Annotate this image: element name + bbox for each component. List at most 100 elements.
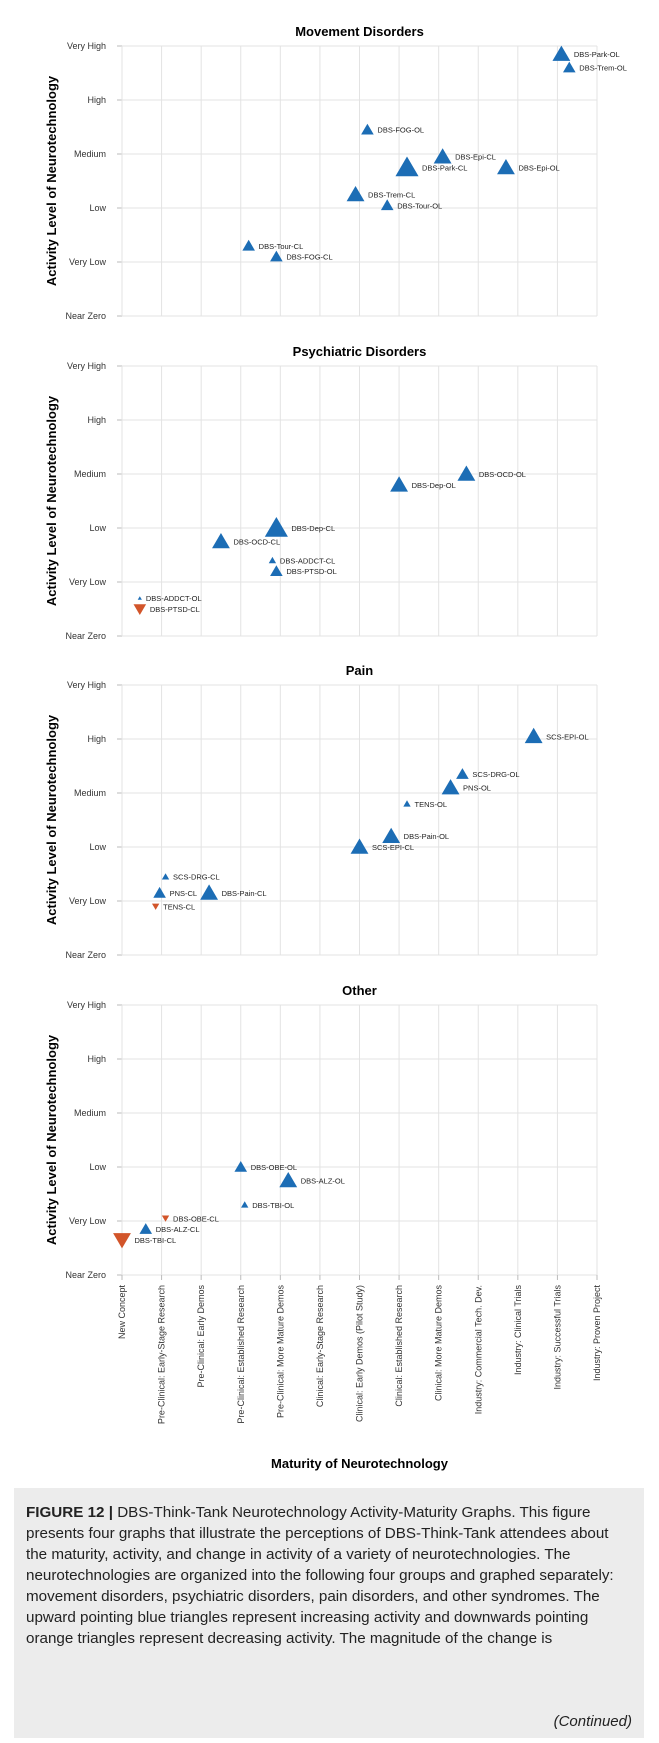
y-tick-label: Medium	[74, 1108, 106, 1118]
increase-triangle-marker	[264, 517, 288, 537]
increase-triangle-marker	[457, 465, 476, 481]
increase-triangle-marker	[268, 556, 277, 564]
increase-triangle-marker	[242, 239, 255, 251]
increase-triangle-marker	[161, 873, 170, 880]
panel-title: Movement Disorders	[295, 24, 424, 39]
chart-panel: Movement Disorders Near Zero Very Low Low Me…	[44, 24, 627, 321]
y-tick-label: Low	[89, 523, 106, 533]
x-tick-label: Pre-Clinical: More Mature Demos	[275, 1285, 285, 1419]
x-tick-label: New Concept	[117, 1285, 127, 1340]
x-tick-label: Industry: Successful Trials	[552, 1285, 562, 1390]
y-tick-label: Low	[89, 203, 106, 213]
x-tick-label: Clinical: Early-Stage Research	[315, 1285, 325, 1407]
increase-triangle-marker	[382, 827, 401, 843]
x-axis-label: Maturity of Neurotechnology	[271, 1456, 449, 1471]
increase-triangle-marker	[270, 565, 283, 576]
y-tick-label: High	[87, 95, 106, 105]
y-tick-label: Low	[89, 1162, 106, 1172]
increase-triangle-marker	[200, 884, 219, 900]
point-label: TENS-OL	[415, 800, 448, 809]
increase-triangle-marker	[361, 123, 374, 135]
decrease-triangle-marker	[151, 903, 160, 910]
y-tick-label: Medium	[74, 469, 106, 479]
point-label: DBS-OCD-CL	[233, 538, 280, 547]
point-label: DBS-Trem-OL	[579, 64, 627, 73]
point-label: DBS-OCD-OL	[479, 470, 526, 479]
increase-triangle-marker	[497, 159, 515, 175]
point-label: DBS-OBE-OL	[251, 1163, 297, 1172]
figure-caption: FIGURE 12 | DBS-Think-Tank Neurotechnolo…	[14, 1488, 644, 1738]
increase-triangle-marker	[350, 838, 369, 854]
caption-text: DBS-Think-Tank Neurotechnology Activity-…	[26, 1504, 614, 1647]
point-label: DBS-FOG-OL	[377, 126, 424, 135]
point-label: DBS-Dep-OL	[412, 481, 456, 490]
increase-triangle-marker	[395, 156, 419, 177]
increase-triangle-marker	[241, 1201, 249, 1208]
increase-triangle-marker	[441, 779, 460, 795]
y-axis-label: Activity Level of Neurotechnology	[44, 714, 59, 925]
x-tick-label: Pre-Clinical: Established Research	[236, 1285, 246, 1424]
point-label: SCS-DRG-OL	[472, 770, 519, 779]
point-label: DBS-Dep-CL	[291, 524, 335, 533]
increase-triangle-marker	[153, 886, 166, 898]
point-label: TENS-CL	[163, 902, 195, 911]
point-label: DBS-Park-OL	[574, 50, 620, 59]
increase-triangle-marker	[433, 148, 452, 164]
point-label: PNS-OL	[463, 784, 491, 793]
point-label: DBS-Trem-CL	[368, 191, 415, 200]
panel-title: Other	[342, 983, 377, 998]
x-tick-label: Pre-Clinical: Early-Stage Research	[157, 1285, 167, 1424]
increase-triangle-marker	[234, 1161, 248, 1172]
y-tick-label: Medium	[74, 149, 106, 159]
increase-triangle-marker	[524, 727, 543, 744]
y-tick-label: Very High	[67, 1000, 106, 1010]
y-tick-label: High	[87, 1054, 106, 1064]
y-tick-label: Near Zero	[65, 311, 106, 321]
y-tick-label: Very High	[67, 361, 106, 371]
chart-panel: Psychiatric Disorders Near Zero Very Low Lo…	[44, 344, 598, 641]
y-tick-label: Very Low	[69, 1216, 107, 1226]
point-label: DBS-TBI-OL	[252, 1201, 294, 1210]
x-tick-label: Clinical: Early Demos (Pilot Study)	[355, 1285, 365, 1422]
point-label: DBS-ADDCT-CL	[280, 556, 335, 565]
point-label: DBS-Epi-OL	[518, 164, 559, 173]
point-label: DBS-Epi-CL	[455, 153, 496, 162]
point-label: DBS-FOG-CL	[286, 253, 332, 262]
y-tick-label: Very Low	[69, 257, 107, 267]
x-tick-label: Industry: Clinical Trials	[513, 1285, 523, 1376]
y-tick-label: Medium	[74, 788, 106, 798]
x-tick-label: Clinical: Established Research	[394, 1285, 404, 1407]
increase-triangle-marker	[562, 61, 576, 73]
increase-triangle-marker	[139, 1223, 153, 1234]
y-tick-label: Low	[89, 842, 106, 852]
continued-note: (Continued)	[553, 1713, 632, 1730]
point-label: DBS-Pain-OL	[404, 832, 449, 841]
y-tick-label: Very High	[67, 680, 106, 690]
y-tick-label: Near Zero	[65, 1270, 106, 1280]
chart-panel: Other Near Zero Very Low Low Medium High Very …	[44, 983, 598, 1280]
point-label: DBS-Tour-OL	[397, 201, 442, 210]
increase-triangle-marker	[137, 596, 142, 600]
chart-panel: Pain Near Zero Very Low Low Medium High Very H…	[44, 663, 598, 960]
decrease-triangle-marker	[113, 1233, 131, 1249]
y-axis-label: Activity Level of Neurotechnology	[44, 1034, 59, 1245]
x-tick-label: Industry: Commercial Tech. Dev.	[473, 1285, 483, 1414]
activity-maturity-figure: Movement Disorders Near Zero Very Low Low Me…	[44, 24, 627, 1471]
increase-triangle-marker	[403, 800, 411, 807]
y-axis-label: Activity Level of Neurotechnology	[44, 75, 59, 286]
point-label: SCS-DRG-CL	[173, 873, 220, 882]
x-tick-label: Pre-Clinical: Early Demos	[196, 1285, 206, 1388]
y-tick-label: Near Zero	[65, 631, 106, 641]
point-label: DBS-TBI-CL	[135, 1236, 177, 1245]
point-label: DBS-OBE-CL	[173, 1214, 219, 1223]
increase-triangle-marker	[456, 768, 469, 779]
x-tick-label: Industry: Proven Project	[592, 1285, 602, 1382]
increase-triangle-marker	[279, 1172, 298, 1188]
figure-label: FIGURE 12 |	[26, 1504, 113, 1521]
point-label: DBS-Pain-CL	[222, 889, 267, 898]
point-label: DBS-ADDCT-OL	[146, 594, 202, 603]
point-label: SCS-EPI-OL	[546, 732, 589, 741]
increase-triangle-marker	[270, 250, 283, 262]
point-label: PNS-CL	[170, 889, 198, 898]
increase-triangle-marker	[380, 199, 394, 211]
